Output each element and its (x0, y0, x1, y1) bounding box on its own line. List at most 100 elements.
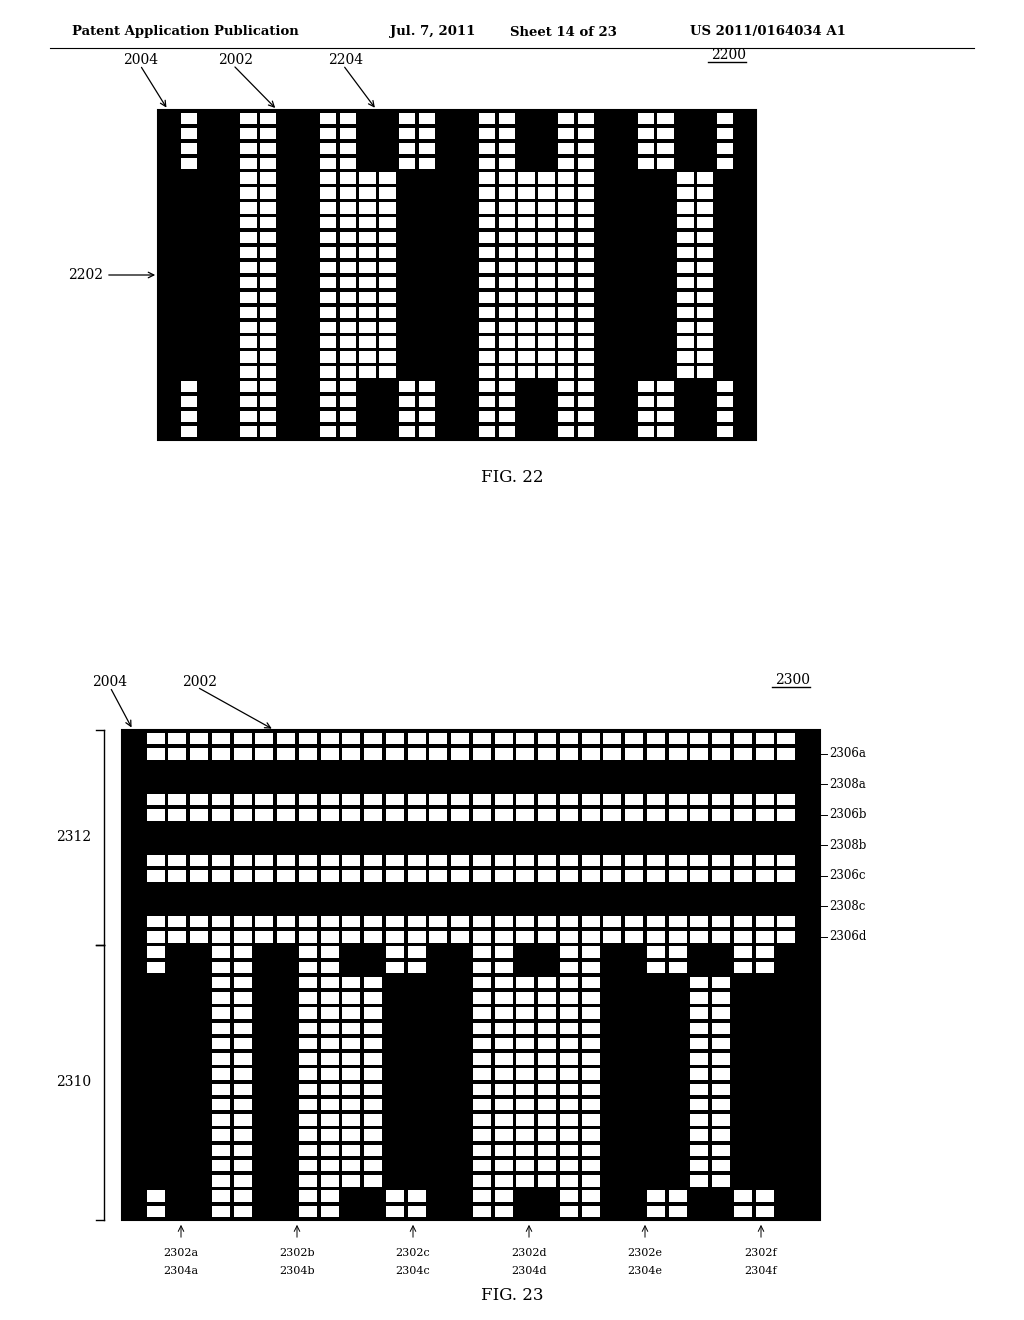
Bar (199, 379, 218, 395)
Bar (359, 292, 376, 304)
Bar (378, 111, 397, 125)
Bar (688, 808, 711, 822)
Bar (384, 883, 406, 899)
Bar (493, 975, 514, 990)
Bar (645, 1143, 667, 1158)
Bar (168, 931, 186, 942)
Bar (775, 990, 798, 1006)
Bar (516, 916, 535, 928)
Bar (357, 170, 378, 186)
Bar (558, 792, 580, 808)
Bar (275, 838, 297, 853)
Bar (560, 1023, 578, 1034)
Bar (669, 916, 687, 928)
Bar (676, 141, 695, 156)
Bar (239, 395, 258, 409)
Bar (712, 855, 730, 866)
Bar (711, 776, 732, 792)
Bar (254, 1020, 275, 1036)
Bar (477, 186, 497, 201)
Bar (260, 396, 276, 408)
Bar (341, 929, 362, 945)
Bar (386, 733, 403, 744)
Bar (518, 351, 535, 363)
Bar (688, 822, 711, 838)
Bar (159, 215, 179, 230)
Bar (756, 1205, 774, 1217)
Bar (735, 275, 755, 290)
Bar (437, 141, 457, 156)
Bar (497, 141, 516, 156)
Bar (362, 1036, 384, 1051)
Bar (471, 869, 493, 883)
Bar (516, 335, 537, 350)
Bar (317, 186, 338, 201)
Bar (577, 319, 596, 335)
Bar (378, 186, 397, 201)
Bar (297, 913, 318, 929)
Bar (318, 913, 341, 929)
Bar (580, 1036, 601, 1051)
Bar (690, 1160, 709, 1171)
Bar (450, 808, 471, 822)
Bar (582, 916, 600, 928)
Bar (299, 1084, 316, 1096)
Bar (537, 424, 556, 440)
Bar (537, 230, 556, 246)
Bar (558, 1204, 580, 1218)
Bar (188, 1036, 210, 1051)
Bar (318, 1006, 341, 1020)
Bar (254, 853, 275, 869)
Bar (556, 186, 577, 201)
Bar (299, 961, 316, 973)
Bar (775, 838, 798, 853)
Bar (676, 275, 695, 290)
Bar (514, 899, 537, 913)
Bar (669, 793, 687, 805)
Bar (457, 424, 477, 440)
Bar (180, 157, 197, 169)
Bar (655, 364, 676, 379)
Text: 2002: 2002 (182, 675, 217, 689)
Bar (657, 112, 674, 124)
Bar (601, 731, 624, 746)
Bar (657, 157, 674, 169)
Bar (319, 128, 336, 139)
Bar (299, 1144, 316, 1156)
Text: 2308b: 2308b (829, 840, 866, 851)
Bar (359, 337, 376, 347)
Bar (558, 1173, 580, 1188)
Bar (319, 157, 336, 169)
Bar (667, 883, 688, 899)
Bar (688, 883, 711, 899)
Bar (516, 186, 537, 201)
Bar (497, 230, 516, 246)
Bar (735, 364, 755, 379)
Bar (732, 1036, 754, 1051)
Bar (233, 1038, 252, 1049)
Bar (624, 929, 645, 945)
Bar (499, 232, 515, 243)
Bar (473, 1068, 490, 1080)
Text: 2204: 2204 (328, 53, 364, 67)
Bar (384, 1097, 406, 1113)
Bar (695, 395, 716, 409)
Bar (437, 125, 457, 141)
Bar (450, 1020, 471, 1036)
Bar (518, 322, 535, 333)
Bar (615, 395, 636, 409)
Bar (406, 822, 427, 838)
Bar (734, 916, 752, 928)
Bar (538, 1160, 556, 1171)
Bar (754, 1127, 775, 1143)
Bar (365, 977, 382, 989)
Bar (711, 1113, 732, 1127)
Bar (690, 1098, 709, 1110)
Bar (378, 156, 397, 170)
Bar (601, 822, 624, 838)
Bar (379, 292, 395, 304)
Bar (210, 1036, 231, 1051)
Bar (667, 1143, 688, 1158)
Bar (471, 822, 493, 838)
Bar (499, 128, 515, 139)
